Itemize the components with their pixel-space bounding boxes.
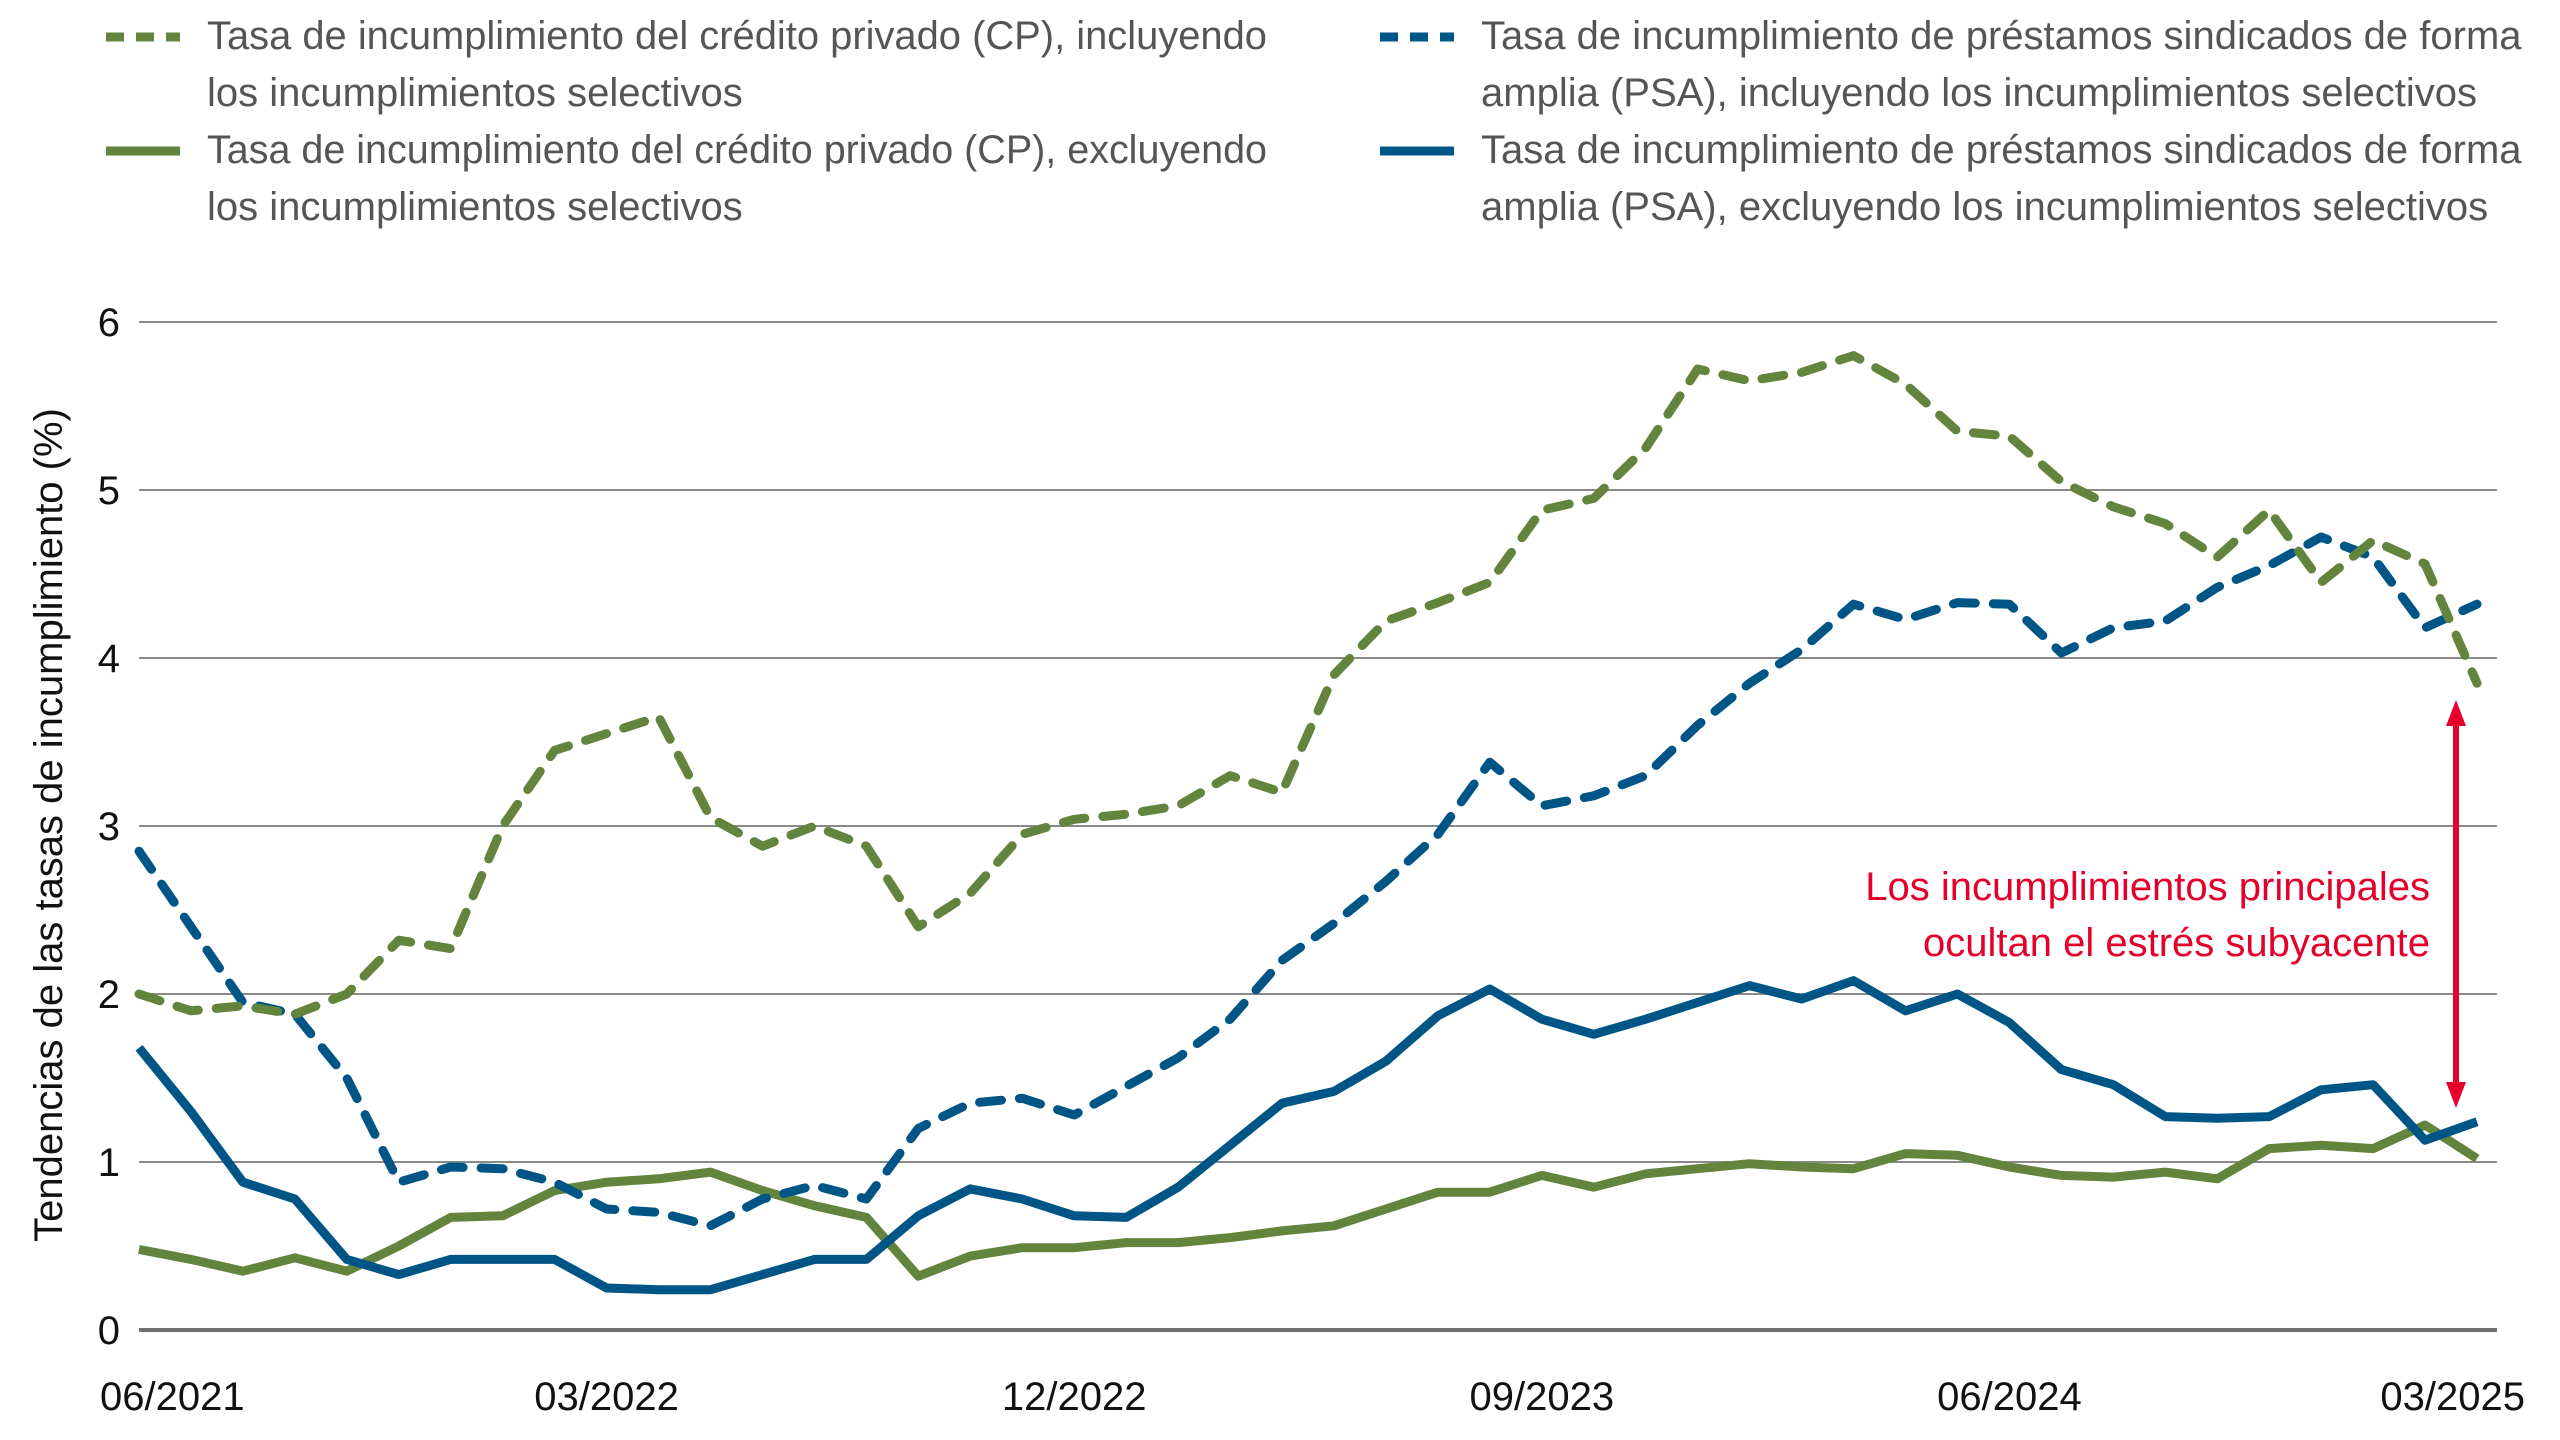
legend-item: Tasa de incumplimiento de préstamos sind…: [1380, 128, 2522, 229]
annotation-line-2: ocultan el estrés subyacente: [1923, 921, 2430, 965]
x-tick-label: 06/2021: [100, 1375, 245, 1419]
series-line-cp-dashed: [134, 351, 2482, 1019]
y-tick-label: 6: [98, 301, 120, 345]
annotation-line-1: Los incumplimientos principales: [1865, 865, 2430, 909]
legend-label: amplia (PSA), incluyendo los incumplimie…: [1481, 71, 2477, 115]
annotation-arrow: [2446, 700, 2466, 1108]
legend-item: Tasa de incumplimiento del crédito priva…: [106, 128, 1267, 229]
legend-label: Tasa de incumplimiento de préstamos sind…: [1481, 14, 2522, 58]
x-tick-label: 03/2025: [2380, 1375, 2525, 1419]
gridlines: [139, 321, 2497, 1332]
legend-label: los incumplimientos selectivos: [207, 185, 743, 229]
y-tick-label: 0: [98, 1309, 120, 1353]
legend-item: Tasa de incumplimiento del crédito priva…: [106, 14, 1267, 115]
y-tick-label: 1: [98, 1141, 120, 1185]
y-axis-title: Tendencias de las tasas de incumplimient…: [27, 408, 71, 1242]
legend-label: Tasa de incumplimiento de préstamos sind…: [1481, 128, 2522, 172]
series-line-psa-solid: [135, 976, 2479, 1295]
series-line-psa-dashed: [134, 532, 2482, 1231]
series-line-cp-solid: [138, 1120, 2480, 1281]
legend-label: Tasa de incumplimiento del crédito priva…: [207, 14, 1267, 58]
legend-item: Tasa de incumplimiento de préstamos sind…: [1380, 14, 2522, 115]
legend: Tasa de incumplimiento del crédito priva…: [106, 14, 2522, 229]
legend-label: los incumplimientos selectivos: [207, 71, 743, 115]
legend-label: amplia (PSA), excluyendo los incumplimie…: [1481, 185, 2488, 229]
series-lines: [134, 351, 2482, 1295]
y-tick-label: 5: [98, 469, 120, 513]
x-axis-ticks: 06/2021 03/2022 12/2022 09/2023 06/2024 03/20…: [100, 1375, 2525, 1419]
arrow-head-up: [2446, 700, 2466, 726]
y-tick-label: 3: [98, 805, 120, 849]
y-tick-label: 2: [98, 973, 120, 1017]
x-tick-label: 09/2023: [1470, 1375, 1615, 1419]
x-tick-label: 12/2022: [1002, 1375, 1147, 1419]
arrow-head-down: [2446, 1082, 2466, 1108]
annotation: Los incumplimientos principales ocultan …: [1865, 700, 2466, 1108]
x-tick-label: 06/2024: [1937, 1375, 2082, 1419]
legend-label: Tasa de incumplimiento del crédito priva…: [207, 128, 1267, 172]
x-tick-label: 03/2022: [534, 1375, 679, 1419]
y-axis-ticks: 0 1 2 3 4 5 6: [98, 301, 120, 1353]
y-tick-label: 4: [98, 637, 120, 681]
